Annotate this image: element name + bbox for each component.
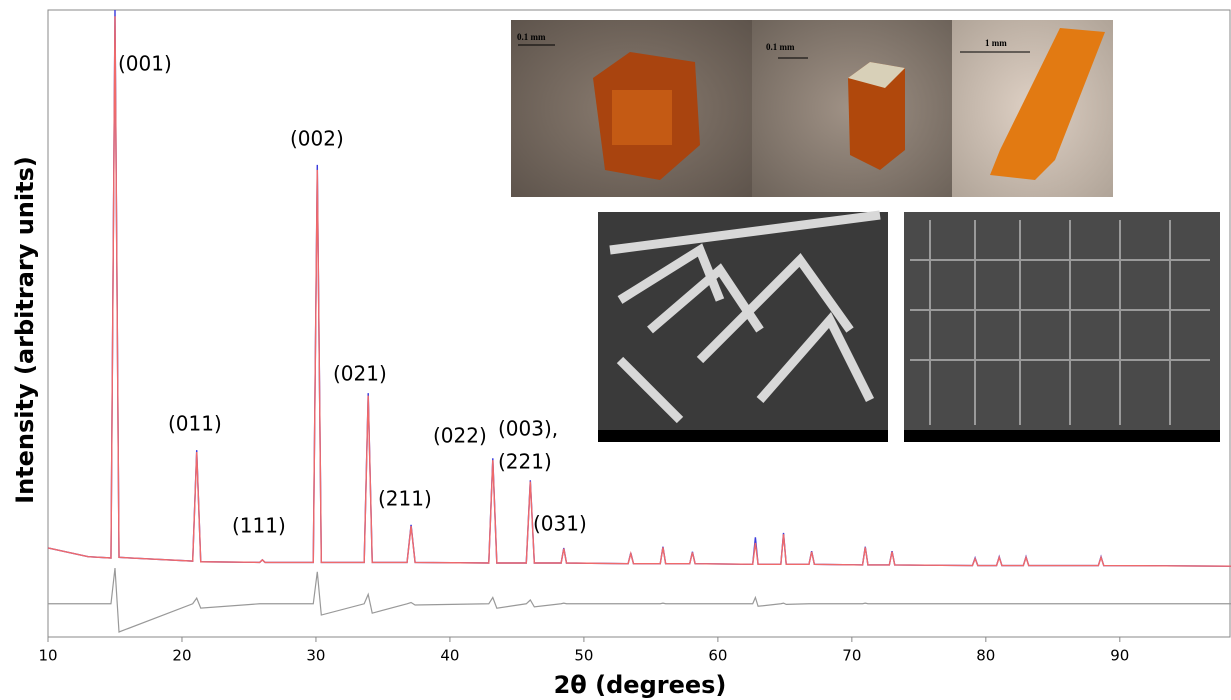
scale-label: 0.1 mm xyxy=(766,42,795,52)
plot-area xyxy=(47,9,1231,633)
peak-label: (001) xyxy=(118,52,172,76)
scale-label: 0.1 mm xyxy=(517,32,546,42)
sem-info-bar xyxy=(904,430,1220,442)
peak-label: (221) xyxy=(498,450,552,474)
crystal-face xyxy=(612,90,672,145)
y-axis-label: Intensity (arbitrary units) xyxy=(11,156,39,504)
x-tick-label: 20 xyxy=(172,647,191,665)
x-tick-label: 70 xyxy=(842,647,861,665)
series-line xyxy=(48,567,1231,633)
sem-texture xyxy=(609,210,881,424)
x-tick-label: 60 xyxy=(708,647,727,665)
peak-label: (022) xyxy=(433,424,487,448)
sem-texture xyxy=(910,220,1210,425)
crystal-top xyxy=(848,62,905,88)
x-tick-label: 90 xyxy=(1110,647,1129,665)
sem-info-bar xyxy=(598,430,888,442)
sem-image xyxy=(904,212,1220,442)
peak-label: (011) xyxy=(168,412,222,436)
series-line xyxy=(47,16,1231,567)
crystal xyxy=(848,62,905,170)
peak-label: (211) xyxy=(378,487,432,511)
x-tick-label: 10 xyxy=(38,647,57,665)
x-tick-label: 50 xyxy=(574,647,593,665)
peak-label: (111) xyxy=(232,514,286,538)
plot-frame xyxy=(47,9,1231,638)
peak-label: (031) xyxy=(533,512,587,536)
x-tick-label: 40 xyxy=(440,647,459,665)
crystal xyxy=(990,28,1105,180)
inset-photos: 0.1 mm 0.1 mm 1 mm xyxy=(511,20,1220,442)
peak-label: (021) xyxy=(333,362,387,386)
x-tick-label: 80 xyxy=(976,647,995,665)
sem-image xyxy=(598,212,888,442)
scale-label: 1 mm xyxy=(985,38,1007,48)
peak-label: (002) xyxy=(290,127,344,151)
peak-label: (003), xyxy=(498,417,558,441)
x-tick-label: 30 xyxy=(306,647,325,665)
x-axis-label: 2θ (degrees) xyxy=(554,671,727,699)
